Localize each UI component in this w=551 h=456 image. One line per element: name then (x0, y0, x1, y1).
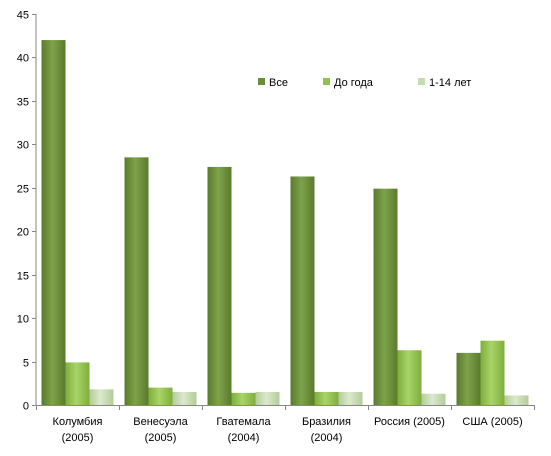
bar (41, 40, 66, 406)
legend-swatch (418, 78, 425, 85)
bar (373, 188, 398, 405)
x-tick-label: Гватемала (216, 416, 271, 428)
bar (231, 392, 256, 405)
legend-swatch (323, 78, 330, 85)
legend-swatch (258, 78, 265, 85)
y-tick-label: 10 (17, 314, 29, 326)
x-tick-label: США (2005) (462, 416, 522, 428)
x-tick-label: Бразилия (302, 416, 351, 428)
y-tick-label: 25 (17, 184, 29, 196)
x-tick-label: (2005) (62, 432, 94, 444)
y-tick-label: 0 (23, 401, 29, 413)
bar (421, 393, 446, 405)
bar (148, 387, 173, 405)
y-tick-label: 20 (17, 227, 29, 239)
bar (290, 176, 315, 405)
y-tick-label: 35 (17, 97, 29, 109)
bar (456, 352, 481, 405)
y-tick-label: 5 (23, 358, 29, 370)
bar (504, 395, 529, 405)
bar (397, 350, 422, 405)
legend-label: До года (334, 77, 374, 89)
x-tick-label: (2004) (228, 432, 260, 444)
x-tick-label: Россия (2005) (374, 416, 445, 428)
bar (124, 157, 149, 405)
x-tick-label: (2005) (145, 432, 177, 444)
bar (172, 391, 197, 405)
bar (89, 389, 114, 405)
y-tick-label: 40 (17, 53, 29, 65)
y-tick-label: 15 (17, 271, 29, 283)
bar (65, 362, 90, 405)
x-tick-label: (2004) (311, 432, 343, 444)
legend-label: 1-14 лет (429, 77, 471, 89)
x-tick-label: Колумбия (53, 416, 103, 428)
x-axis: Колумбия (2005) Венесуэла (2005) Гватемала (2… (36, 405, 535, 444)
legend-label: Все (269, 77, 288, 89)
x-tick-label: Венесуэла (133, 416, 188, 428)
y-axis: 0 5 10 15 20 25 30 35 40 45 (17, 10, 37, 413)
bars (41, 40, 529, 406)
legend: Все До года 1-14 лет (258, 77, 471, 89)
bar (480, 340, 505, 405)
bar (207, 166, 232, 405)
y-tick-label: 30 (17, 140, 29, 152)
bar (338, 391, 363, 405)
y-tick-label: 45 (17, 10, 29, 22)
bar (255, 391, 280, 405)
bar (314, 391, 339, 405)
